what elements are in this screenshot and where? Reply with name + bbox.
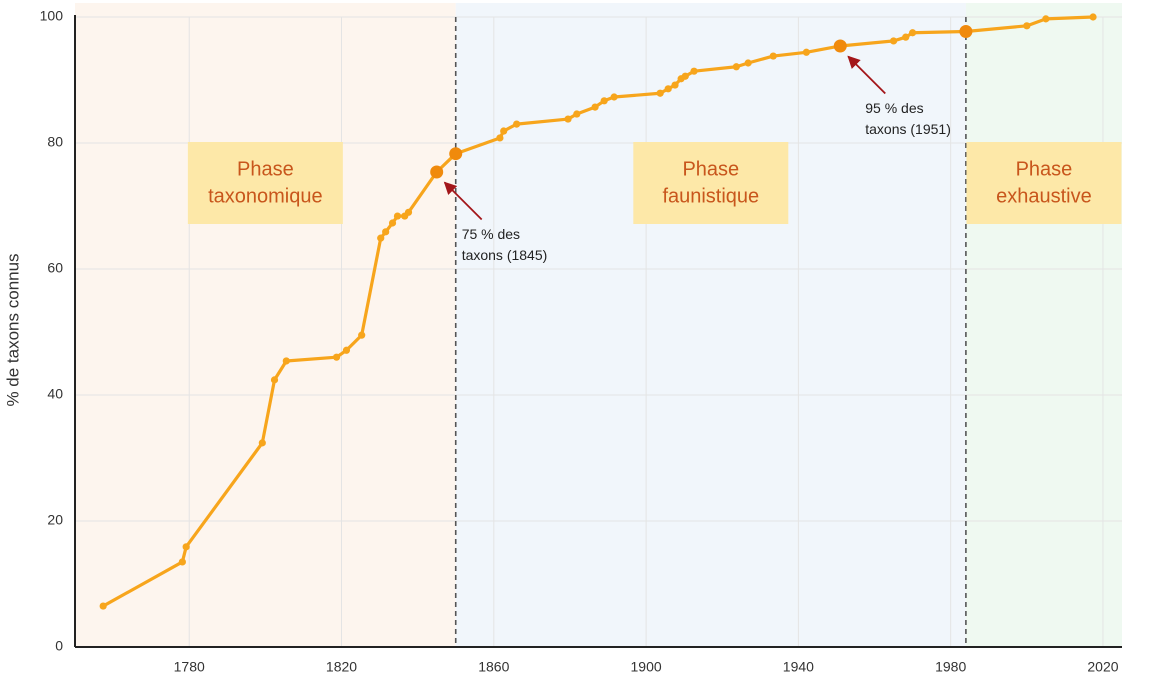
x-tick-label: 1860 — [478, 659, 509, 675]
data-point — [1023, 22, 1031, 30]
data-point — [270, 376, 279, 384]
data-point — [500, 127, 508, 135]
highlight-point — [430, 165, 444, 179]
data-point — [1042, 15, 1050, 23]
data-point — [802, 48, 810, 56]
x-tick-label: 1780 — [174, 659, 205, 675]
annotation-arrow — [847, 55, 886, 95]
data-point — [282, 357, 290, 365]
phase-label: Phase — [237, 158, 294, 180]
data-point — [178, 558, 186, 566]
backgrounds — [75, 3, 1122, 647]
data-point — [496, 134, 504, 142]
data-point — [332, 353, 341, 361]
data-point — [1089, 13, 1097, 21]
annotation-text: 95 % des — [865, 100, 923, 116]
data-point — [664, 85, 672, 93]
annotation-arrow — [443, 181, 483, 221]
phase-label: exhaustive — [996, 185, 1092, 207]
phase-band — [455, 3, 966, 647]
phase-label: taxonomique — [208, 185, 323, 207]
data-point — [358, 331, 366, 339]
data-point — [909, 29, 917, 37]
foreground: 0 20 40 60 80 100 1780 1820 1860 1900 1940 1980 2020… — [40, 8, 1122, 675]
y-tick-label: 100 — [40, 8, 64, 24]
phase-label-box — [966, 142, 1122, 224]
data-point — [393, 212, 402, 220]
phase-label: Phase — [1016, 158, 1073, 180]
highlight-point — [449, 147, 463, 161]
y-tick-label: 40 — [47, 386, 63, 402]
x-tick-label: 2020 — [1087, 659, 1118, 675]
y-tick-label: 60 — [47, 260, 63, 276]
phase-band — [75, 3, 456, 647]
data-point — [342, 346, 351, 354]
x-tick-label: 1820 — [326, 659, 357, 675]
data-point — [573, 110, 581, 118]
y-tick-label: 80 — [47, 134, 63, 150]
x-tick-label: 1940 — [783, 659, 814, 675]
data-point — [610, 93, 618, 101]
data-point — [388, 219, 397, 227]
phase-label: faunistique — [662, 185, 759, 207]
data-point — [889, 37, 898, 45]
grid — [75, 16, 1122, 648]
data-point — [591, 103, 599, 111]
y-tick-label: 0 — [55, 638, 63, 654]
data-point — [744, 59, 752, 67]
phase-label-box — [633, 142, 789, 224]
data-point — [258, 439, 266, 447]
data-point — [600, 97, 608, 105]
data-point — [732, 63, 740, 71]
data-point — [382, 228, 390, 236]
y-axis-label: % de taxons connus — [3, 253, 22, 406]
data-point — [564, 115, 572, 123]
annotation-text: taxons (1845) — [462, 247, 548, 263]
data-point — [99, 602, 107, 610]
data-point — [656, 89, 664, 97]
y-tick-label: 20 — [47, 512, 63, 528]
x-tick-label: 1980 — [935, 659, 966, 675]
data-point — [690, 67, 698, 75]
data-point — [671, 81, 679, 89]
data-point — [377, 234, 385, 242]
x-tick-label: 1900 — [631, 659, 662, 675]
data-point — [902, 33, 910, 41]
phase-label: Phase — [682, 158, 739, 180]
data-point — [182, 543, 190, 551]
phase-band — [965, 3, 1122, 647]
data-point — [681, 72, 689, 80]
annotation-text: taxons (1951) — [865, 121, 951, 137]
data-point — [404, 208, 413, 216]
annotation-text: 75 % des — [462, 226, 520, 242]
phase-label-box — [187, 142, 343, 224]
highlight-point — [833, 39, 847, 53]
highlight-point — [959, 24, 973, 38]
data-point — [513, 120, 521, 128]
data-point — [769, 52, 777, 60]
